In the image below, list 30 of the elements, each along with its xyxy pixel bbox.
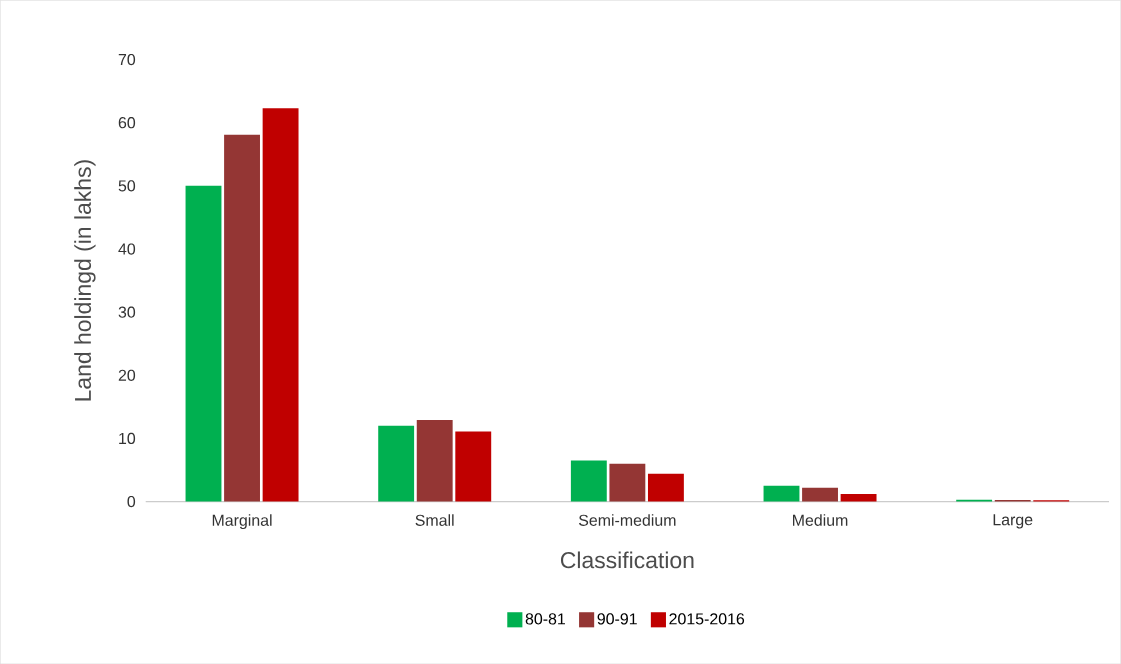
- x-tick-label: Medium: [793, 514, 848, 526]
- y-tick-label: 10: [119, 432, 136, 444]
- bar: [224, 134, 260, 502]
- bar: [763, 485, 800, 502]
- y-tick-label: 40: [118, 243, 136, 255]
- y-tick-label: 50: [118, 180, 136, 192]
- bar: [455, 431, 492, 502]
- bar: [840, 493, 877, 502]
- bar: [185, 185, 222, 502]
- y-axis-title: Land holdingd (in lakhs): [74, 160, 96, 401]
- bar: [802, 487, 838, 502]
- y-tick-label: 60: [118, 116, 136, 129]
- x-tick-label: Large: [993, 514, 1033, 529]
- legend-label: 2015-2016: [669, 613, 745, 625]
- y-tick-label: 30: [118, 306, 136, 318]
- x-tick-label: Marginal: [212, 514, 272, 529]
- bar: [378, 425, 415, 502]
- x-tick-label: Small: [415, 514, 454, 526]
- bar: [609, 463, 646, 502]
- x-tick-label: Semi-medium: [578, 514, 676, 526]
- y-tick-label: 0: [127, 495, 136, 508]
- y-tick-label: 70: [118, 53, 136, 66]
- legend-label: 90-91: [597, 613, 637, 625]
- bar: [416, 419, 453, 502]
- bar: [647, 473, 684, 502]
- bar: [570, 460, 607, 502]
- legend-label: 80-81: [525, 613, 565, 625]
- y-tick-label: 20: [118, 369, 136, 381]
- bar: [262, 108, 299, 502]
- x-axis-title: Classification: [560, 551, 694, 569]
